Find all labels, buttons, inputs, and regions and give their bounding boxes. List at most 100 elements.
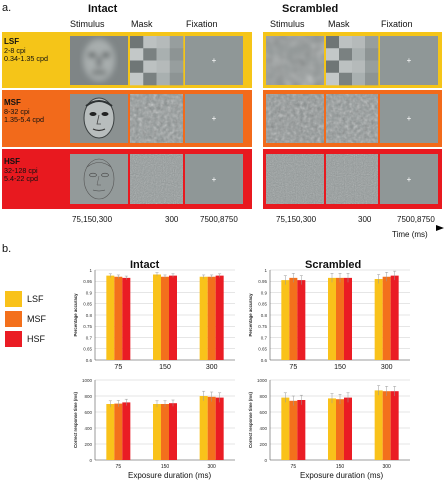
y-tick-label: 0 — [264, 458, 267, 463]
bar-lsf — [374, 390, 383, 460]
bar-msf — [382, 391, 391, 460]
freq-cpd-hsf: 5.4-22 cpd — [4, 174, 38, 183]
y-tick-label: 800 — [259, 394, 267, 399]
chart-title-scrambled: Scrambled — [305, 259, 362, 271]
chart-3: 0 200 400 600 800 1000 Correct response time (… — [248, 378, 410, 470]
y-tick-label: 400 — [84, 426, 92, 431]
y-tick-label: 1 — [89, 268, 92, 273]
hsf-intact-mask — [130, 154, 183, 204]
chart-title-intact: Intact — [130, 259, 160, 271]
lsf-intact-fixation — [185, 36, 243, 85]
y-tick-label: 200 — [84, 442, 92, 447]
y-tick-label: 0.95 — [83, 279, 92, 284]
legend-swatch-msf — [5, 311, 22, 327]
hsf-scrambled-mask — [326, 154, 378, 204]
timeline-mask-intact: 300 — [165, 215, 179, 224]
bar-lsf — [374, 279, 383, 360]
bar-hsf — [390, 391, 399, 460]
timeline-fixation-intact: 7500,8750 — [200, 215, 238, 224]
bar-lsf — [281, 280, 290, 360]
intact-heading: Intact — [88, 3, 118, 15]
bar-msf — [382, 276, 391, 360]
y-tick-label: 0.6 — [261, 358, 268, 363]
y-tick-label: 0.95 — [258, 279, 267, 284]
lsf-intact-mask — [130, 36, 184, 86]
y-tick-label: 1 — [264, 268, 267, 273]
freq-name-lsf: LSF — [4, 37, 20, 46]
y-tick-label: 400 — [259, 426, 267, 431]
y-axis-label: Percentage accuracy — [248, 293, 253, 337]
scrambled-heading: Scrambled — [282, 3, 339, 15]
timeline-stimulus-intact: 75,150,300 — [72, 215, 113, 224]
y-tick-label: 0.9 — [261, 290, 268, 295]
x-tick-label: 150 — [161, 464, 170, 470]
col-stimulus-scrambled: Stimulus — [270, 19, 305, 29]
freq-label-msf: MSF 8-32 cpi 1.35-5.4 cpd — [0, 95, 66, 129]
chart-2: 0 200 400 600 800 1000 Correct response time (… — [73, 378, 235, 470]
bar-msf — [207, 276, 216, 360]
bar-lsf — [328, 398, 336, 460]
fixation-cross-icon: + — [212, 175, 217, 184]
timeline-stimulus-scrambled: 75,150,300 — [276, 215, 317, 224]
bar-hsf — [122, 277, 131, 360]
legend-swatch-hsf — [5, 331, 22, 347]
y-tick-label: 800 — [84, 394, 92, 399]
y-tick-label: 600 — [259, 410, 267, 415]
timeline-mask-scrambled: 300 — [358, 215, 372, 224]
bar-lsf — [153, 274, 161, 360]
stimulus-tiles: + + + + — [70, 36, 438, 204]
y-tick-label: 0.9 — [86, 290, 93, 295]
chart-1: 0.6 0.65 0.7 0.75 0.8 0.85 0.9 0.95 1 Percentage … — [248, 268, 410, 371]
lsf-scrambled-fixation — [380, 36, 438, 85]
lsf-intact-stimulus — [70, 36, 128, 85]
msf-scrambled-stimulus — [266, 94, 324, 143]
lsf-scrambled-mask — [326, 36, 379, 86]
x-tick-label: 300 — [207, 464, 216, 470]
bar-lsf — [199, 276, 208, 360]
panel-b-label: b. — [2, 243, 12, 255]
y-axis-label: Correct response time (ms) — [73, 391, 78, 447]
bar-hsf — [169, 403, 177, 460]
fixation-cross-icon: + — [212, 114, 217, 123]
bar-hsf — [344, 277, 352, 360]
y-axis-label: Percentage accuracy — [73, 293, 78, 337]
timeline-fixation-scrambled: 7500,8750 — [397, 215, 435, 224]
fixation-cross-icon: + — [212, 56, 217, 65]
col-mask-scrambled: Mask — [328, 19, 350, 29]
bar-hsf — [390, 275, 399, 360]
y-tick-label: 0.75 — [83, 324, 92, 329]
panel-a-label: a. — [2, 2, 12, 14]
freq-name-msf: MSF — [4, 98, 21, 107]
bar-msf — [161, 404, 169, 460]
freq-cpi-lsf: 2-8 cpi — [4, 45, 26, 55]
y-tick-label: 0.8 — [86, 313, 93, 318]
freq-cpd-msf: 1.35-5.4 cpd — [4, 115, 44, 124]
bar-msf — [289, 277, 298, 360]
x-tick-label: 300 — [206, 364, 218, 371]
x-tick-label: 75 — [116, 464, 122, 470]
bar-msf — [114, 276, 123, 360]
bar-hsf — [297, 280, 306, 360]
y-tick-label: 0.7 — [86, 335, 93, 340]
bar-hsf — [122, 402, 131, 460]
chart-0: 0.6 0.65 0.7 0.75 0.8 0.85 0.9 0.95 1 Percentage … — [73, 268, 235, 371]
y-tick-label: 0.85 — [83, 302, 92, 307]
fixation-cross-icon: + — [407, 114, 412, 123]
hsf-intact-fixation — [185, 154, 243, 204]
freq-label-hsf: HSF 32-128 cpi 5.4-22 cpd — [0, 154, 66, 188]
results-charts: 0.6 0.65 0.7 0.75 0.8 0.85 0.9 0.95 1 Percentage … — [73, 268, 410, 470]
y-tick-label: 0.8 — [261, 313, 268, 318]
y-tick-label: 0.7 — [261, 335, 268, 340]
bar-msf — [289, 400, 298, 460]
freq-name-hsf: HSF — [4, 157, 20, 166]
x-tick-label: 75 — [114, 364, 122, 371]
y-axis-label: Correct response time (ms) — [248, 391, 253, 447]
freq-cpi-msf: 8-32 cpi — [4, 106, 30, 116]
bar-msf — [336, 399, 344, 460]
msf-scrambled-mask — [326, 94, 378, 143]
y-tick-label: 600 — [84, 410, 92, 415]
lsf-scrambled-stimulus — [266, 36, 324, 85]
y-tick-label: 0.75 — [258, 324, 267, 329]
legend-label-msf: MSF — [27, 314, 46, 324]
col-fixation-intact: Fixation — [186, 19, 218, 29]
